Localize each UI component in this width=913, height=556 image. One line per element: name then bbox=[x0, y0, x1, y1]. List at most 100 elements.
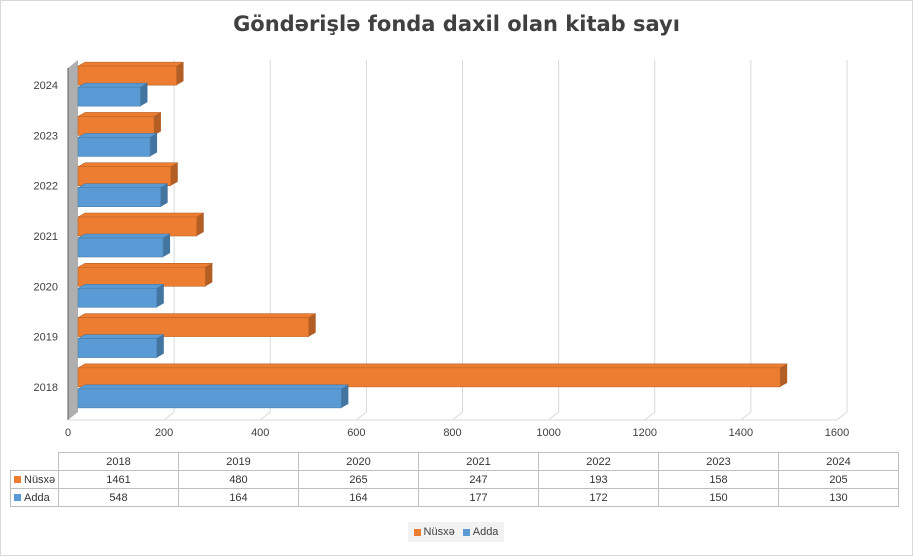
data-table-value-cell: 164 bbox=[298, 488, 419, 507]
series-name: Nüsxə bbox=[24, 473, 56, 486]
adda-key-swatch bbox=[14, 494, 21, 502]
bar-adda bbox=[77, 287, 158, 308]
data-table-row: Nüsxə 1461 480 265 247 193 158 205 bbox=[10, 470, 899, 489]
bar-end-face bbox=[150, 133, 158, 157]
bar-end-face bbox=[341, 384, 349, 408]
data-table-year-cell: 2018 bbox=[58, 452, 179, 471]
gridline-floor bbox=[644, 411, 656, 421]
bar-end-face bbox=[160, 183, 168, 207]
bar-adda bbox=[77, 237, 164, 258]
data-table-year-cell: 2021 bbox=[418, 452, 539, 471]
data-table-value-cell: 1461 bbox=[58, 470, 179, 489]
bar-end-face bbox=[170, 162, 178, 186]
bar-end-face bbox=[156, 334, 164, 358]
bar-nusxe bbox=[77, 116, 155, 136]
bar-adda bbox=[77, 86, 141, 107]
bar-nusxe bbox=[77, 367, 781, 388]
bar-adda bbox=[77, 388, 342, 409]
legend-label: Nüsxə bbox=[423, 526, 455, 538]
gridline-floor bbox=[836, 411, 848, 421]
legend-item-adda: Adda bbox=[462, 526, 499, 538]
bar-top-face bbox=[77, 133, 159, 138]
data-table-year-cell: 2019 bbox=[178, 452, 299, 471]
data-table-row: Adda 548 164 164 177 172 150 130 bbox=[10, 488, 899, 507]
bar-end-face bbox=[156, 284, 164, 308]
data-table-value-cell: 193 bbox=[538, 470, 659, 489]
legend-label: Adda bbox=[472, 526, 499, 538]
data-table-year-cell: 2024 bbox=[778, 452, 899, 471]
bar-end-face bbox=[205, 263, 213, 287]
series-name: Adda bbox=[24, 491, 50, 504]
bar-adda bbox=[77, 137, 151, 157]
bar-end-face bbox=[153, 112, 161, 136]
bar-adda bbox=[77, 187, 161, 208]
y-tick-label: 2018 bbox=[34, 382, 58, 394]
legend-swatch bbox=[413, 528, 421, 536]
x-tick-label: 1000 bbox=[536, 427, 560, 439]
bar-top-face bbox=[77, 212, 205, 218]
data-table-value-cell: 548 bbox=[58, 488, 179, 507]
bar-end-face bbox=[140, 83, 148, 107]
data-table-value-cell: 247 bbox=[418, 470, 539, 489]
bar-nusxe bbox=[77, 266, 206, 287]
nusxe-key-swatch bbox=[14, 476, 21, 484]
data-table-value-cell: 150 bbox=[658, 488, 779, 507]
legend-item-nusxe: Nüsxə bbox=[413, 526, 455, 538]
gridline-floor bbox=[452, 411, 463, 421]
y-tick-label: 2023 bbox=[34, 130, 58, 142]
gridline-floor bbox=[548, 411, 559, 421]
x-tick-label: 600 bbox=[347, 427, 365, 439]
data-table-series-label: Nüsxə bbox=[10, 470, 59, 489]
y-tick-label: 2022 bbox=[34, 181, 58, 193]
bar-end-face bbox=[196, 213, 204, 236]
bar-top-face bbox=[77, 284, 165, 289]
data-table-header-row: 2018 2019 2020 2021 2022 2023 2024 bbox=[10, 452, 899, 471]
data-table: 2018 2019 2020 2021 2022 2023 2024 Nüsxə 1461 4… bbox=[10, 452, 899, 507]
bar-top-face bbox=[77, 183, 169, 188]
bar-top-face bbox=[77, 233, 172, 239]
x-tick-label: 1200 bbox=[633, 427, 657, 439]
bar-end-face bbox=[163, 234, 171, 257]
bar-end-face bbox=[308, 313, 316, 337]
legend-swatch bbox=[462, 528, 470, 536]
data-table-corner bbox=[10, 452, 59, 471]
bar-nusxe bbox=[77, 216, 198, 237]
data-table-year-cell: 2023 bbox=[658, 452, 779, 471]
bar-top-face bbox=[77, 263, 214, 268]
y-tick-label: 2019 bbox=[34, 332, 58, 344]
bar-adda bbox=[77, 338, 158, 358]
data-table-value-cell: 205 bbox=[778, 470, 899, 489]
bar-chart: 0 200 400 600 800 1000 1200 1400 1600 2018 2019 202… bbox=[34, 60, 849, 439]
bar-top-face bbox=[77, 162, 179, 167]
x-tick-label: 200 bbox=[155, 427, 173, 439]
side-wall bbox=[68, 60, 78, 420]
bar-nusxe bbox=[77, 317, 309, 337]
data-table-value-cell: 480 bbox=[178, 470, 299, 489]
x-tick-label: 800 bbox=[443, 427, 461, 439]
x-tick-label: 0 bbox=[65, 427, 71, 439]
data-table-value-cell: 130 bbox=[778, 488, 899, 507]
data-table-year-cell: 2020 bbox=[298, 452, 419, 471]
bar-top-face bbox=[77, 112, 162, 117]
data-table-series-label: Adda bbox=[10, 488, 59, 507]
chart-legend: Nüsxə Adda bbox=[408, 522, 504, 542]
bar-top-face bbox=[77, 82, 149, 88]
y-tick-label: 2024 bbox=[34, 80, 58, 92]
x-tick-label: 1400 bbox=[729, 427, 753, 439]
data-table-year-cell: 2022 bbox=[538, 452, 659, 471]
data-table-value-cell: 158 bbox=[658, 470, 779, 489]
y-tick-label: 2020 bbox=[34, 281, 58, 293]
chart-title: Göndərişlə fonda daxil olan kitab sayı bbox=[233, 12, 680, 36]
bar-nusxe bbox=[77, 166, 172, 187]
data-table-value-cell: 172 bbox=[538, 488, 659, 507]
x-tick-label: 1600 bbox=[825, 427, 849, 439]
bar-top-face bbox=[77, 363, 789, 369]
x-tick-label: 400 bbox=[251, 427, 269, 439]
bar-end-face bbox=[780, 363, 788, 387]
bar-top-face bbox=[77, 384, 350, 390]
bar-nusxe bbox=[77, 65, 177, 86]
gridline-floor bbox=[163, 411, 175, 421]
data-table-value-cell: 265 bbox=[298, 470, 419, 489]
gridline-floor bbox=[259, 411, 271, 421]
bar-top-face bbox=[77, 61, 185, 67]
